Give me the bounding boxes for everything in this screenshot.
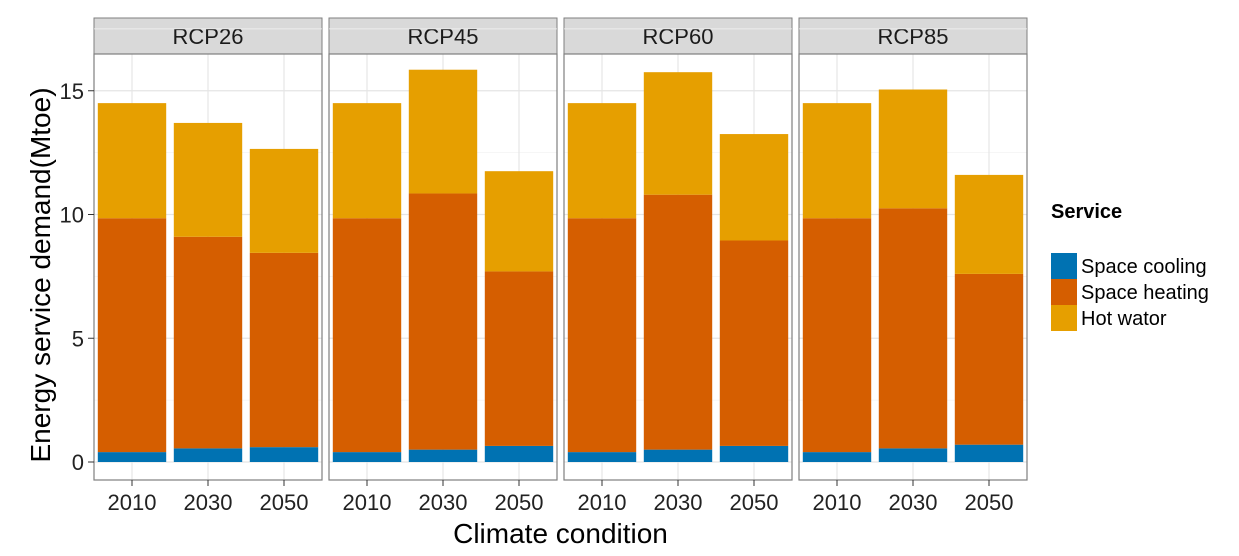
x-axis-title: Climate condition: [453, 518, 668, 549]
bar-hot-wator-2010: [332, 103, 402, 219]
bar-hot-wator-2010: [802, 103, 872, 219]
bar-space-heating-2030: [643, 194, 713, 450]
bar-space-cooling-2050: [249, 447, 319, 462]
x-tick-label: 2050: [965, 490, 1014, 515]
bar-hot-wator-2050: [249, 148, 319, 253]
legend-label-hot-wator: Hot wator: [1081, 308, 1167, 330]
bar-space-heating-2010: [97, 218, 167, 453]
bar-space-heating-2030: [173, 236, 243, 449]
panel-rcp85: RCP85 2010 2030 2050: [798, 17, 1028, 515]
y-axis-title: Energy service demand(Mtoe): [25, 87, 56, 462]
x-tick-label: 2010: [343, 490, 392, 515]
bar-space-cooling-2010: [332, 452, 402, 462]
bar-hot-wator-2050: [719, 134, 789, 241]
bar-space-heating-2010: [802, 218, 872, 453]
bar-space-heating-2050: [249, 252, 319, 448]
facet-strip: [328, 17, 558, 55]
bar-hot-wator-2030: [173, 122, 243, 237]
bar-space-heating-2050: [719, 240, 789, 446]
y-tick-label: 0: [72, 450, 84, 475]
x-tick-label: 2030: [419, 490, 468, 515]
bar-space-cooling-2030: [643, 449, 713, 462]
panel-rcp60: RCP60 2010 2030 2050: [563, 17, 793, 515]
facet-strip-label: RCP85: [878, 24, 949, 49]
x-tick-label: 2050: [260, 490, 309, 515]
bar-hot-wator-2010: [97, 103, 167, 219]
facet-strip: [798, 17, 1028, 55]
legend-label-space-cooling: Space cooling: [1081, 256, 1207, 278]
x-tick-label: 2010: [813, 490, 862, 515]
x-tick-label: 2050: [495, 490, 544, 515]
bar-hot-wator-2010: [567, 103, 637, 219]
x-tick-label: 2010: [578, 490, 627, 515]
facet-strip-label: RCP26: [173, 24, 244, 49]
facet-strip-label: RCP45: [408, 24, 479, 49]
y-tick-label: 15: [60, 79, 84, 104]
facet-strip: [93, 17, 323, 55]
bar-space-cooling-2010: [567, 452, 637, 462]
legend-title: Service: [1051, 201, 1122, 223]
bar-hot-wator-2050: [954, 174, 1024, 274]
bar-space-cooling-2030: [173, 448, 243, 462]
panel-rcp26: RCP26 2010 2030 2050: [93, 17, 323, 515]
bar-space-heating-2030: [878, 208, 948, 449]
x-tick-label: 2030: [184, 490, 233, 515]
legend: Service Space cooling Space heating Hot wa…: [1051, 201, 1209, 331]
x-tick-label: 2010: [108, 490, 157, 515]
bar-space-heating-2050: [954, 273, 1024, 445]
legend-key-space-heating: [1051, 279, 1077, 305]
bar-hot-wator-2050: [484, 171, 554, 272]
bar-space-heating-2010: [332, 218, 402, 453]
y-tick-label: 10: [60, 203, 84, 228]
legend-key-hot-wator: [1051, 305, 1077, 331]
y-axis: 0 5 10 15: [60, 79, 94, 475]
bar-space-cooling-2050: [484, 445, 554, 462]
bar-hot-wator-2030: [408, 69, 478, 194]
facet-strip: [563, 17, 793, 55]
x-tick-label: 2030: [889, 490, 938, 515]
x-tick-label: 2030: [654, 490, 703, 515]
bar-space-cooling-2050: [954, 444, 1024, 462]
y-tick-label: 5: [72, 326, 84, 351]
bar-space-heating-2010: [567, 218, 637, 453]
panel-rcp45: RCP45 2010 2030 2050: [328, 17, 558, 515]
bar-space-cooling-2010: [97, 452, 167, 462]
bar-hot-wator-2030: [643, 72, 713, 195]
bar-space-cooling-2050: [719, 445, 789, 462]
legend-label-space-heating: Space heating: [1081, 282, 1209, 304]
bar-hot-wator-2030: [878, 89, 948, 209]
x-tick-label: 2050: [730, 490, 779, 515]
legend-key-space-cooling: [1051, 253, 1077, 279]
bar-space-cooling-2030: [408, 449, 478, 462]
bar-space-heating-2030: [408, 193, 478, 450]
facet-strip-label: RCP60: [643, 24, 714, 49]
bar-space-cooling-2010: [802, 452, 872, 462]
bar-space-heating-2050: [484, 271, 554, 446]
bar-space-cooling-2030: [878, 448, 948, 462]
facet-panels: RCP26 2010 2030 2050 RCP45 2010 2030 2050 RCP60 2…: [93, 17, 1028, 515]
